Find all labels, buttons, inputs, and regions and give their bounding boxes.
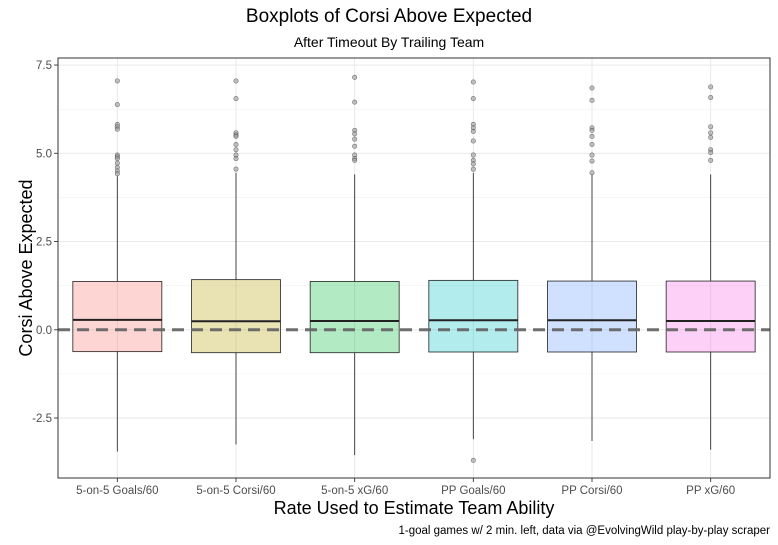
outlier-point: [233, 96, 239, 102]
outlier-point: [470, 161, 476, 167]
outlier-point: [352, 136, 358, 142]
y-tick-label: 7.5: [36, 60, 52, 72]
outlier-point: [114, 126, 120, 132]
x-tick-label: PP Goals/60: [441, 485, 505, 497]
x-axis-label: Rate Used to Estimate Team Ability: [273, 498, 555, 518]
outlier-point: [470, 457, 476, 463]
outlier-point: [708, 84, 714, 90]
outlier-point: [708, 134, 714, 140]
outlier-point: [589, 97, 595, 103]
outlier-point: [708, 130, 714, 136]
y-tick-label: 0.0: [36, 325, 52, 337]
y-axis-label: Corsi Above Expected: [16, 179, 36, 357]
outlier-point: [470, 128, 476, 134]
outlier-point: [114, 78, 120, 84]
outlier-point: [708, 124, 714, 130]
box-1: [72, 281, 163, 353]
panel-border: [57, 57, 771, 479]
outlier-point: [708, 95, 714, 101]
outlier-point: [708, 150, 714, 156]
chart-subtitle: After Timeout By Trailing Team: [293, 34, 485, 50]
outlier-point: [114, 160, 120, 166]
outlier-point: [589, 141, 595, 147]
outlier-point: [470, 96, 476, 102]
outlier-point: [470, 152, 476, 158]
outlier-point: [470, 166, 476, 172]
outlier-point: [352, 99, 358, 105]
box-4: [428, 279, 519, 353]
outlier-point: [589, 127, 595, 133]
box-3: [309, 281, 400, 354]
x-tick-label: PP Corsi/60: [561, 485, 622, 497]
outlier-point: [233, 147, 239, 153]
outlier-point: [470, 79, 476, 85]
x-tick-label: 5-on-5 Corsi/60: [196, 485, 275, 497]
outlier-point: [352, 74, 358, 80]
outlier-point: [352, 157, 358, 163]
outlier-point: [589, 85, 595, 91]
box-2: [191, 279, 281, 354]
outlier-point: [114, 156, 120, 162]
outlier-point: [233, 133, 239, 139]
outlier-point: [233, 141, 239, 147]
outlier-point: [589, 170, 595, 176]
box-6: [665, 280, 756, 353]
chart-caption: 1-goal games w/ 2 min. left, data via @E…: [398, 525, 770, 537]
outlier-point: [114, 171, 120, 177]
y-tick-label: -2.5: [32, 413, 52, 425]
y-tick-label: 5.0: [36, 148, 52, 160]
plot-panel: [58, 58, 770, 478]
x-tick-label: 5-on-5 xG/60: [321, 485, 388, 497]
outlier-point: [589, 133, 595, 139]
outlier-point: [708, 157, 714, 163]
outlier-point: [352, 131, 358, 137]
outlier-point: [114, 102, 120, 108]
outlier-point: [470, 138, 476, 144]
chart-title: Boxplots of Corsi Above Expected: [245, 6, 533, 27]
y-tick-label: 2.5: [36, 237, 52, 249]
box-5: [547, 280, 637, 353]
outlier-point: [352, 143, 358, 149]
outlier-point: [233, 78, 239, 84]
x-tick-label: 5-on-5 Goals/60: [76, 485, 158, 497]
x-tick-label: PP xG/60: [686, 485, 735, 497]
outlier-point: [233, 156, 239, 162]
outlier-point: [589, 158, 595, 164]
outlier-point: [233, 166, 239, 172]
outlier-point: [589, 152, 595, 158]
